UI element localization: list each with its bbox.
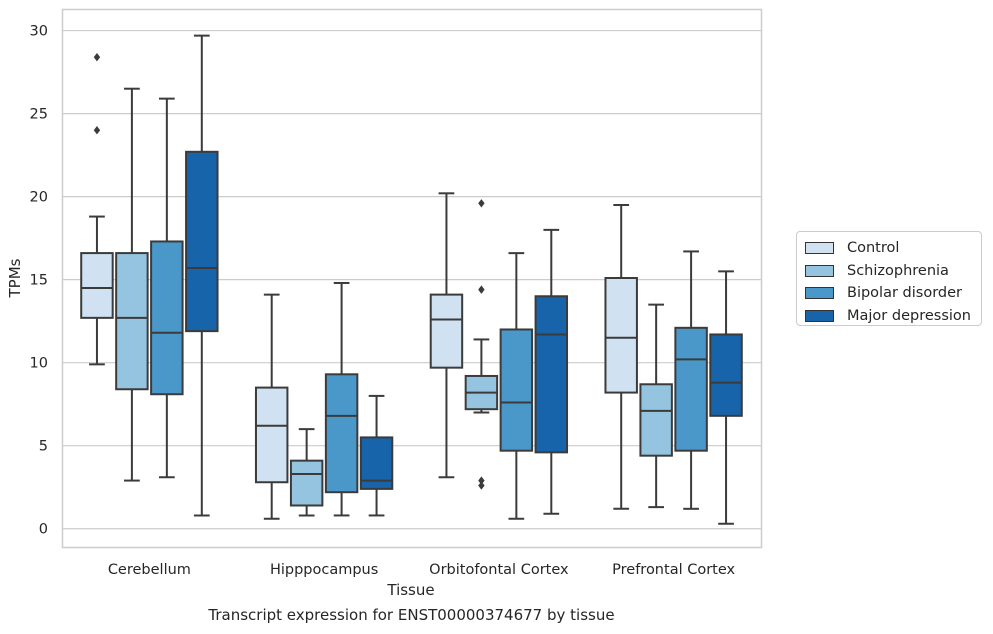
legend-item: Major depression xyxy=(803,305,975,328)
box-plot-marks xyxy=(80,34,743,525)
box-schizophrenia xyxy=(289,428,324,517)
legend-swatch xyxy=(805,242,834,255)
x-axis-label: Tissue xyxy=(386,581,434,599)
outlier-point xyxy=(478,481,485,490)
box-major-depression xyxy=(359,394,394,517)
box-major-depression xyxy=(185,34,219,517)
box-control xyxy=(604,203,638,510)
iqr-box xyxy=(534,295,569,454)
box-bipolar-disorder xyxy=(324,281,359,517)
legend-swatch xyxy=(805,309,834,322)
x-axis-ticks: Cerebellum Hipppocampus Orbitofontal Corte… xyxy=(108,562,736,578)
legend-label: Control xyxy=(847,240,900,257)
y-axis-label: TPMs xyxy=(6,258,24,298)
iqr-box xyxy=(674,326,708,452)
outlier-point xyxy=(478,199,485,208)
y-tick-label: 5 xyxy=(39,439,48,455)
iqr-box xyxy=(429,293,464,369)
box-control xyxy=(429,192,464,479)
iqr-box xyxy=(150,240,184,396)
chart-caption: Transcript expression for ENST0000037467… xyxy=(208,606,615,624)
y-tick-label: 15 xyxy=(30,273,48,289)
iqr-box xyxy=(324,373,359,494)
x-tick-label: Cerebellum xyxy=(108,562,191,578)
iqr-box xyxy=(709,333,743,417)
box-schizophrenia xyxy=(115,87,149,482)
iqr-box xyxy=(80,252,114,319)
legend-label: Schizophrenia xyxy=(847,262,949,279)
iqr-box xyxy=(254,386,289,484)
iqr-box xyxy=(499,328,534,452)
legend-item: Control xyxy=(803,237,975,260)
y-axis-ticks: 0 5 10 15 20 25 30 xyxy=(30,24,48,538)
box-bipolar-disorder xyxy=(150,97,184,479)
box-schizophrenia xyxy=(639,303,673,509)
iqr-box xyxy=(639,383,673,457)
legend-label: Major depression xyxy=(847,307,971,324)
x-tick-label: Hipppocampus xyxy=(270,562,378,578)
y-tick-label: 10 xyxy=(30,356,48,372)
x-tick-label: Orbitofontal Cortex xyxy=(429,562,569,578)
iqr-box xyxy=(185,150,219,333)
iqr-box xyxy=(289,459,324,507)
legend-swatch xyxy=(805,264,834,277)
legend-swatch xyxy=(805,287,834,300)
box-bipolar-disorder xyxy=(674,250,708,510)
y-tick-label: 0 xyxy=(39,522,48,538)
iqr-box xyxy=(115,252,149,391)
outlier-point xyxy=(478,476,485,485)
box-major-depression xyxy=(709,270,743,525)
iqr-box xyxy=(604,277,638,394)
y-tick-label: 25 xyxy=(30,107,48,123)
y-tick-label: 20 xyxy=(30,190,48,206)
legend-label: Bipolar disorder xyxy=(847,285,962,302)
legend-item: Schizophrenia xyxy=(803,260,975,283)
outlier-point xyxy=(93,126,101,135)
plot-frame xyxy=(61,8,763,549)
box-bipolar-disorder xyxy=(499,252,534,520)
box-major-depression xyxy=(534,228,569,515)
box-control xyxy=(80,52,114,366)
y-tick-label: 30 xyxy=(30,24,48,40)
box-control xyxy=(254,293,289,520)
box-schizophrenia xyxy=(464,199,499,490)
legend-item: Bipolar disorder xyxy=(803,282,975,305)
outlier-point xyxy=(93,52,101,62)
outlier-point xyxy=(478,285,485,294)
x-tick-label: Prefrontal Cortex xyxy=(612,562,735,578)
legend: Control Schizophrenia Bipolar disorder Majo… xyxy=(796,231,982,326)
